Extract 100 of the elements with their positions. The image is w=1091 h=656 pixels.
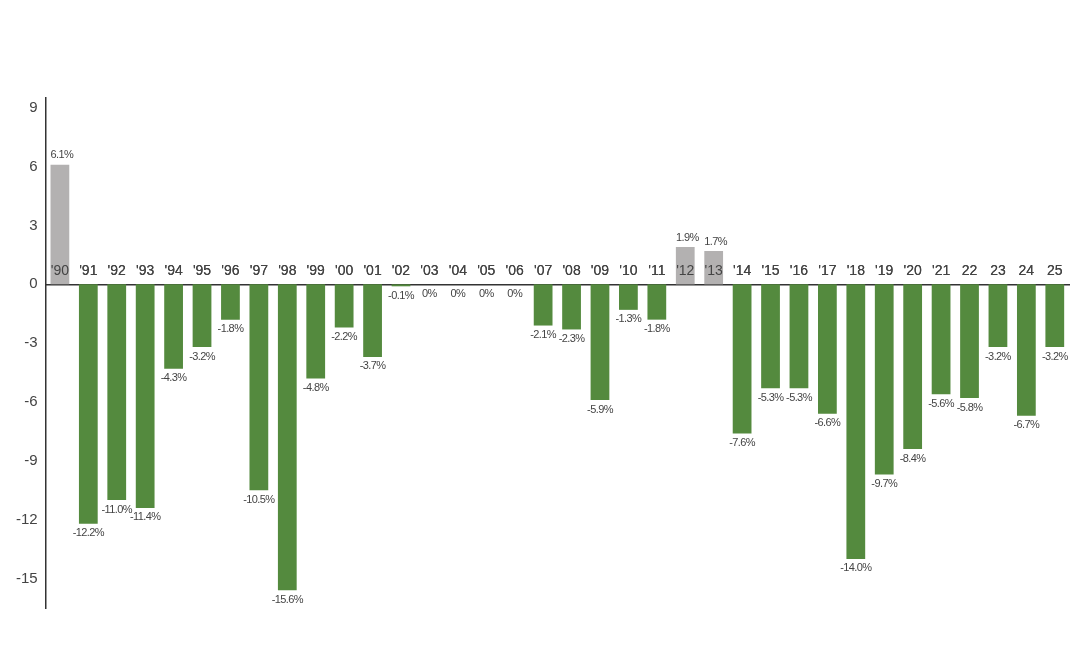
data-label: -12.2% [72, 526, 105, 539]
y-tick-label: 9 [29, 97, 38, 115]
data-label: -3.2% [985, 349, 1012, 362]
x-tick-label: '91 [79, 261, 98, 278]
y-tick-label: 6 [29, 156, 38, 174]
data-label: -6.6% [814, 416, 842, 429]
bar [221, 284, 240, 320]
y-tick-label: 0 [29, 274, 38, 292]
x-tick-label: '98 [278, 261, 297, 278]
bar [619, 284, 638, 310]
data-label: 0% [422, 286, 438, 299]
x-tick-label: '14 [732, 261, 752, 278]
data-label: -2.2% [331, 330, 358, 343]
x-tick-label: '95 [192, 261, 212, 278]
x-tick-label: 24 [1018, 261, 1035, 278]
data-label: 0% [507, 286, 523, 299]
bar [334, 284, 354, 328]
bar [1016, 284, 1036, 416]
data-label: 1.7% [704, 234, 728, 247]
x-tick-label: '96 [221, 261, 240, 278]
bar [931, 284, 951, 395]
y-tick-label: -12 [15, 509, 38, 527]
y-tick-label: -9 [24, 451, 38, 469]
bar [78, 284, 98, 524]
bar [761, 284, 780, 389]
x-tick-label: '07 [534, 261, 553, 278]
x-tick-label: '21 [931, 261, 951, 278]
x-tick-label: '05 [477, 261, 496, 278]
x-tick-label: '18 [846, 261, 866, 278]
data-label: -1.8% [217, 322, 245, 335]
data-label: -5.3% [786, 390, 813, 403]
x-tick-label: '13 [704, 261, 724, 278]
bar [846, 284, 866, 559]
bar [363, 284, 382, 357]
bar [192, 284, 212, 348]
x-tick-label: '93 [136, 261, 155, 278]
x-tick-label: '19 [875, 261, 894, 278]
data-label: -2.3% [558, 331, 586, 344]
y-tick-label: -6 [24, 392, 38, 410]
data-label: -6.7% [1013, 418, 1041, 431]
data-label: -5.8% [956, 400, 984, 413]
bar [789, 284, 809, 389]
data-label: -4.8% [302, 381, 330, 394]
bar [107, 284, 127, 501]
x-tick-label: '16 [789, 261, 809, 278]
data-label: 6.1% [50, 148, 75, 161]
bar [818, 284, 837, 414]
x-tick-label: '99 [306, 261, 326, 278]
bar [988, 284, 1008, 348]
x-tick-label: 25 [1047, 261, 1063, 278]
x-tick-label: '02 [391, 261, 411, 278]
bar [647, 284, 667, 320]
bar [590, 284, 610, 401]
bar [50, 164, 70, 285]
x-tick-label: '04 [448, 261, 468, 278]
bar [903, 284, 923, 450]
data-label: -14.0% [840, 561, 873, 574]
data-label: -3.7% [359, 359, 387, 372]
data-label: -11.0% [101, 502, 133, 515]
x-tick-label: 22 [961, 261, 978, 278]
data-label: -5.6% [928, 396, 955, 409]
y-tick-label: -15 [15, 568, 38, 586]
data-label: -5.3% [757, 390, 785, 403]
data-label: -2.1% [530, 328, 557, 341]
x-tick-label: '00 [335, 261, 354, 278]
bar [874, 284, 894, 475]
data-label: 0% [450, 286, 467, 299]
bar [164, 284, 183, 369]
data-label: -5.9% [587, 402, 614, 415]
x-tick-label: '08 [562, 261, 581, 278]
x-tick-label: '15 [761, 261, 780, 278]
data-label: -8.4% [899, 451, 927, 464]
x-tick-label: '03 [420, 261, 439, 278]
data-label: -7.6% [729, 435, 756, 448]
x-tick-label: 23 [990, 261, 1006, 278]
x-tick-label: '01 [363, 261, 382, 278]
x-tick-label: '11 [648, 261, 666, 278]
x-tick-label: '12 [676, 261, 695, 278]
bar [1045, 284, 1065, 348]
data-label: -3.2% [1041, 349, 1069, 362]
bar [562, 284, 581, 330]
data-label: -9.7% [871, 477, 898, 490]
data-label: -1.8% [643, 322, 671, 335]
data-label: -10.5% [243, 492, 276, 505]
x-tick-label: '92 [107, 261, 127, 278]
data-label: -4.3% [160, 371, 188, 384]
y-tick-label: 3 [29, 215, 38, 233]
data-label: -0.1% [388, 288, 415, 301]
bar [135, 284, 155, 508]
y-tick-label: -3 [24, 333, 38, 351]
data-label: -3.2% [189, 349, 216, 362]
x-tick-label: '94 [164, 261, 183, 278]
bar [960, 284, 979, 399]
bar [249, 284, 269, 491]
data-label: 0% [478, 286, 495, 299]
bar [306, 284, 326, 379]
bar [533, 284, 553, 326]
data-label: -1.3% [615, 312, 643, 325]
data-label: 1.9% [675, 230, 700, 243]
x-tick-label: '10 [619, 261, 638, 278]
